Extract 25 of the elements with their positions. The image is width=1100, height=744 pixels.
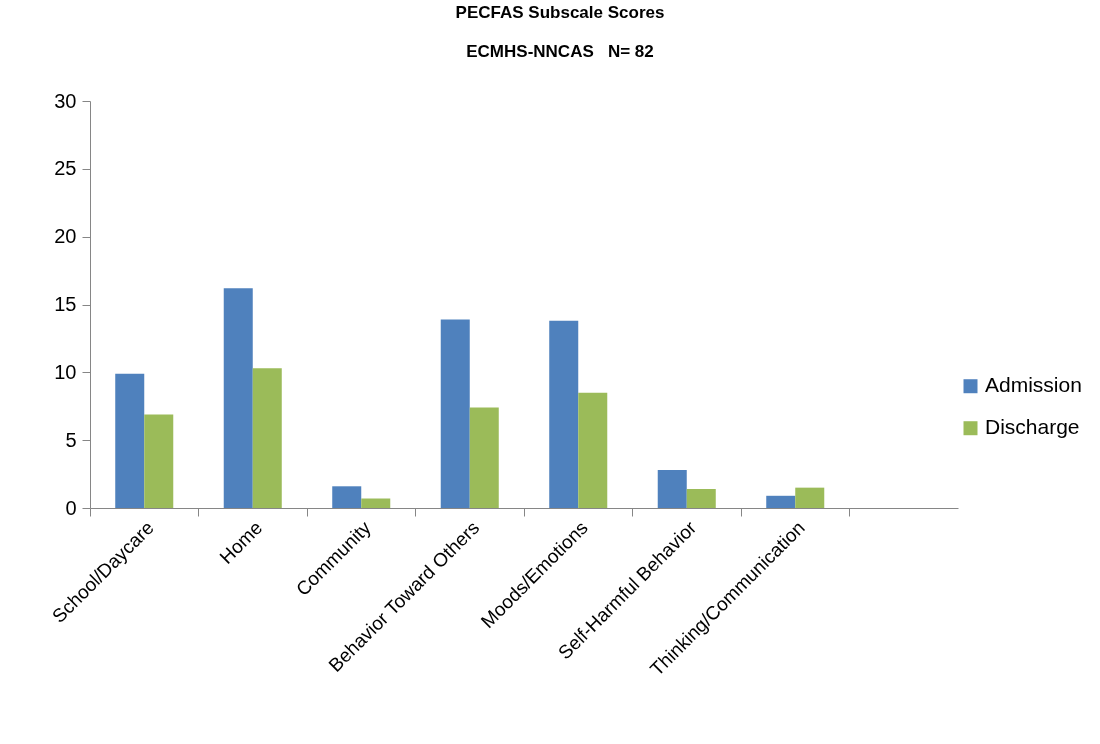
- chart-title: PECFAS Subscale Scores: [455, 3, 665, 22]
- chart-subtitle: ECMHS-NNCAS N= 82: [466, 42, 654, 61]
- bar: [361, 498, 391, 508]
- bar: [115, 373, 145, 508]
- y-tick-label: 10: [54, 360, 77, 383]
- bar: [657, 470, 687, 508]
- y-tick-label: 5: [65, 428, 77, 451]
- bar: [332, 486, 362, 508]
- y-tick-label: 30: [54, 89, 77, 112]
- legend-label: Admission: [985, 373, 1082, 397]
- bar: [252, 368, 282, 508]
- bar: [766, 495, 796, 508]
- bar: [549, 320, 579, 508]
- bar: [223, 288, 253, 508]
- bar: [440, 319, 470, 508]
- bar: [795, 487, 825, 508]
- bar: [144, 414, 174, 508]
- y-tick-label: 0: [65, 496, 77, 519]
- legend-label: Discharge: [985, 415, 1080, 439]
- bar: [578, 392, 608, 508]
- bar: [469, 407, 499, 508]
- y-tick-label: 25: [54, 157, 77, 180]
- y-tick-label: 20: [54, 225, 77, 248]
- bar: [686, 489, 716, 508]
- y-tick-label: 15: [54, 293, 77, 315]
